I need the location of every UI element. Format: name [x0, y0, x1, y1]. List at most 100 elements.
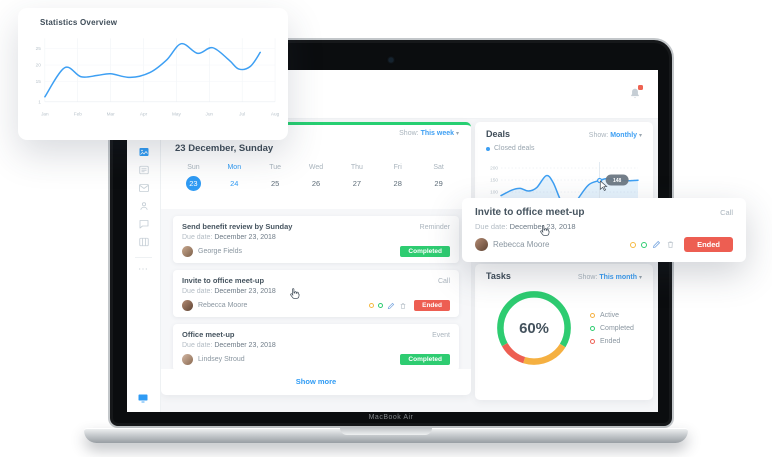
svg-text:Mar: Mar — [107, 112, 116, 117]
mark-active-icon[interactable] — [630, 241, 637, 248]
day-mon[interactable]: Mon 24 — [227, 164, 242, 188]
mark-active-icon[interactable] — [369, 303, 375, 308]
due-label: Due date: — [475, 222, 508, 231]
board-icon[interactable] — [138, 236, 150, 248]
bell-icon[interactable] — [628, 85, 643, 101]
mark-complete-icon[interactable] — [641, 241, 648, 248]
svg-text:Apr: Apr — [140, 112, 148, 117]
assignee-name: Lindsey Stroud — [198, 356, 245, 363]
assignee-name: Rebecca Moore — [493, 240, 550, 249]
task-row-office-meetup[interactable]: Office meet-up Event Due date: December … — [173, 324, 459, 369]
mail-icon[interactable] — [138, 182, 150, 194]
status-badge[interactable]: Completed — [400, 354, 450, 365]
schedule-show-filter[interactable]: Show: This week ▾ — [399, 130, 459, 137]
chevron-down-icon: ▾ — [455, 131, 459, 137]
edit-pencil-icon[interactable] — [387, 302, 395, 310]
tasks-icon[interactable] — [138, 164, 150, 176]
svg-text:200: 200 — [490, 166, 498, 172]
sidebar-divider — [135, 257, 152, 258]
day-sat[interactable]: Sat 29 — [433, 164, 444, 188]
day-sun[interactable]: Sun 23 — [173, 164, 214, 191]
show-value[interactable]: This month — [599, 274, 638, 281]
deals-legend: Closed deals — [486, 145, 642, 152]
schedule-card: Show: This week ▾ 23 December, Sunday Su… — [161, 122, 471, 395]
avatar — [182, 246, 193, 257]
status-badge[interactable]: Completed — [400, 246, 450, 257]
donut-legend: Active Completed Ended — [590, 306, 634, 351]
popup-type: Call — [720, 208, 733, 217]
show-more-link[interactable]: Show more — [295, 377, 337, 386]
popup-title: Invite to office meet-up — [475, 207, 585, 218]
status-badge[interactable]: Ended — [414, 300, 450, 311]
assignee-name: Rebecca Moore — [198, 302, 248, 309]
svg-text:Aug: Aug — [271, 112, 280, 117]
day-wed[interactable]: Wed 26 — [308, 164, 324, 188]
svg-text:Jun: Jun — [205, 112, 213, 117]
trash-icon[interactable] — [399, 302, 407, 310]
chevron-down-icon: ▾ — [638, 275, 642, 281]
show-label: Show: — [588, 132, 609, 139]
trash-icon[interactable] — [666, 240, 675, 249]
invite-popup-card[interactable]: Invite to office meet-up Call Due date: … — [462, 198, 746, 262]
task-title: Send benefit review by Sunday — [182, 222, 293, 231]
assignee-name: George Fields — [198, 248, 242, 255]
display-icon[interactable] — [137, 392, 149, 404]
dashboard-icon[interactable] — [138, 146, 150, 158]
task-row-invite-meetup[interactable]: Invite to office meet-up Call Due date: … — [173, 270, 459, 317]
tasks-card: Tasks Show: This month ▾ 60% Active Comp… — [475, 264, 653, 400]
contacts-icon[interactable] — [138, 200, 150, 212]
laptop-camera — [389, 58, 393, 62]
svg-text:Jul: Jul — [239, 112, 245, 117]
show-value[interactable]: Monthly — [610, 132, 638, 139]
edit-pencil-icon[interactable] — [652, 240, 661, 249]
chat-icon[interactable] — [138, 218, 150, 230]
date-heading: 23 December, Sunday — [175, 143, 274, 154]
task-type: Call — [437, 278, 450, 285]
legend-item-completed: Completed — [590, 325, 634, 332]
show-value[interactable]: This week — [420, 130, 455, 137]
svg-text:1: 1 — [38, 99, 41, 104]
day-thu[interactable]: Thu 27 — [350, 164, 363, 188]
chevron-down-icon: ▾ — [638, 133, 642, 139]
deals-show-filter[interactable]: Show: Monthly ▾ — [589, 132, 642, 139]
svg-text:May: May — [172, 112, 182, 117]
tasks-show-filter[interactable]: Show: This month ▾ — [578, 274, 642, 281]
more-icon[interactable]: ⋯ — [138, 264, 149, 275]
due-label: Due date: — [182, 342, 213, 349]
svg-text:148: 148 — [613, 178, 622, 184]
task-type: Reminder — [419, 224, 450, 231]
task-row-benefit-review[interactable]: Send benefit review by Sunday Reminder D… — [173, 216, 459, 263]
task-title: Invite to office meet-up — [182, 276, 265, 285]
svg-text:Jan: Jan — [41, 112, 49, 117]
laptop-base-notch — [340, 428, 432, 435]
legend-item-ended: Ended — [590, 338, 634, 345]
due-label: Due date: — [182, 288, 213, 295]
avatar — [475, 238, 488, 251]
show-label: Show: — [577, 274, 598, 281]
statistics-overview-card: Statistics Overview Jan Feb Mar Apr May Jun Ju… — [18, 8, 288, 140]
svg-text:25: 25 — [36, 46, 42, 51]
day-tue[interactable]: Tue 25 — [269, 164, 282, 188]
task-list: Send benefit review by Sunday Reminder D… — [161, 209, 471, 369]
statistics-title: Statistics Overview — [40, 18, 118, 27]
task-title: Office meet-up — [182, 330, 235, 339]
laptop-brand-label: MacBook Air — [368, 414, 414, 421]
due-date: December 23, 2018 — [509, 222, 576, 231]
legend-label: Closed deals — [494, 145, 535, 152]
day-fri[interactable]: Fri 28 — [393, 164, 402, 188]
svg-text:20: 20 — [36, 63, 42, 68]
avatar — [182, 354, 193, 365]
due-date: December 23, 2018 — [214, 342, 276, 349]
tasks-donut-chart: 60% — [497, 291, 571, 365]
due-date: December 23, 2018 — [214, 288, 276, 295]
week-days: Sun 23 Mon 24 Tue 25 Wed 26 Thu 27 Fri 28 Sat 2… — [161, 154, 471, 191]
deals-title: Deals — [486, 129, 511, 139]
svg-text:150: 150 — [490, 178, 498, 184]
mark-complete-icon[interactable] — [378, 303, 384, 308]
ended-button[interactable]: Ended — [684, 237, 733, 252]
svg-text:Feb: Feb — [74, 112, 82, 117]
svg-text:60%: 60% — [519, 320, 549, 337]
laptop-base — [84, 428, 688, 443]
notification-badge — [638, 85, 643, 90]
svg-text:15: 15 — [36, 79, 42, 84]
